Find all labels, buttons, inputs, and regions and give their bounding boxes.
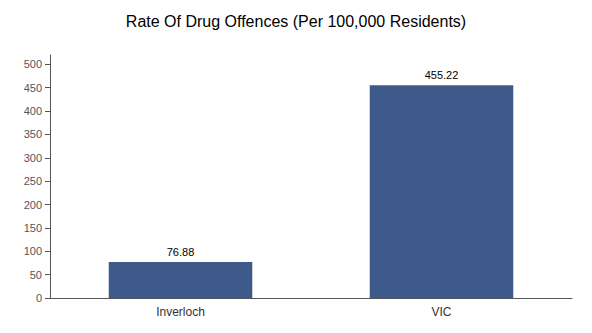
svg-text:76.88: 76.88 [167, 246, 195, 258]
svg-text:450: 450 [24, 82, 42, 94]
svg-text:VIC: VIC [431, 305, 451, 319]
svg-text:0: 0 [36, 292, 42, 304]
svg-text:50: 50 [30, 269, 42, 281]
svg-text:250: 250 [24, 175, 42, 187]
svg-text:150: 150 [24, 222, 42, 234]
svg-text:Rate Of Drug Offences (Per 100: Rate Of Drug Offences (Per 100,000 Resid… [126, 13, 466, 30]
svg-text:350: 350 [24, 128, 42, 140]
svg-text:100: 100 [24, 245, 42, 257]
svg-text:455.22: 455.22 [425, 69, 459, 81]
svg-text:200: 200 [24, 199, 42, 211]
svg-text:400: 400 [24, 105, 42, 117]
svg-text:Inverloch: Inverloch [156, 305, 205, 319]
svg-text:300: 300 [24, 152, 42, 164]
svg-text:500: 500 [24, 58, 42, 70]
